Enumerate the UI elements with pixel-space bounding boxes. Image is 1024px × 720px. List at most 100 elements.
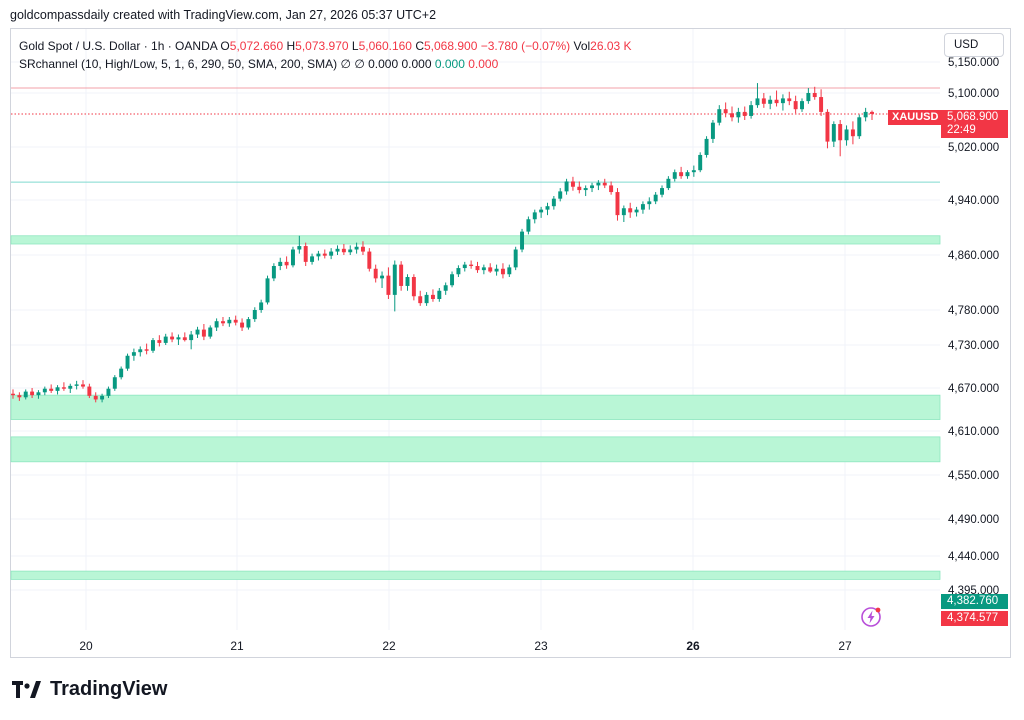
candle	[411, 274, 416, 301]
candle	[812, 86, 817, 100]
candle-body	[870, 111, 874, 114]
candle	[42, 386, 47, 396]
candle	[437, 288, 442, 302]
candle-body	[602, 182, 607, 186]
candle	[138, 346, 143, 357]
candle	[348, 245, 353, 255]
candle	[131, 348, 136, 361]
candle-body	[335, 248, 340, 252]
candle	[857, 114, 862, 139]
y-tick-label: 4,860.000	[948, 250, 999, 262]
candle	[443, 282, 448, 295]
legend-vol-label: Vol	[573, 39, 591, 53]
candle	[819, 89, 824, 116]
y-tick-label: 4,670.000	[948, 383, 999, 395]
candle	[195, 326, 200, 338]
candle-body	[640, 204, 645, 210]
candle	[227, 317, 232, 327]
candle-body	[475, 266, 480, 271]
candle	[800, 98, 804, 112]
candle	[691, 165, 696, 177]
candle-body	[494, 268, 499, 272]
candle	[163, 333, 168, 345]
candle-body	[526, 219, 531, 232]
candle	[55, 385, 60, 395]
y-tick-label: 4,550.000	[948, 470, 999, 482]
candle-body	[577, 186, 582, 191]
candle	[221, 317, 225, 327]
candle	[297, 235, 302, 254]
y-tick-label: 4,490.000	[948, 514, 999, 526]
candle-body	[68, 385, 73, 389]
candle	[259, 299, 264, 313]
candle-body	[545, 206, 550, 210]
grid-lines	[11, 29, 940, 630]
chart-frame[interactable]	[10, 28, 1011, 658]
candle-body	[564, 181, 569, 192]
candle-body	[710, 122, 715, 139]
candle	[310, 253, 315, 265]
candle	[23, 389, 28, 400]
candle-body	[812, 93, 817, 98]
candle	[271, 263, 276, 282]
candle	[93, 392, 98, 403]
candle-body	[450, 274, 455, 286]
candle	[74, 380, 79, 390]
candle	[68, 383, 73, 394]
candle	[628, 202, 633, 218]
indicator-name[interactable]: SRchannel (10, High/Low, 5, 1, 6, 290, 5…	[19, 57, 338, 71]
candle-body	[87, 386, 92, 396]
candle	[399, 261, 404, 291]
candle	[870, 110, 874, 120]
candle	[564, 178, 569, 195]
low-badge-red: 4,374.577	[941, 611, 1008, 626]
candle-body	[42, 388, 47, 393]
candle-body	[131, 352, 136, 356]
candle-body	[749, 105, 754, 116]
candle-body	[653, 194, 658, 202]
tradingview-logo-text: TradingView	[50, 678, 168, 700]
candle	[520, 228, 525, 253]
candle-body	[539, 209, 544, 213]
candle-body	[774, 99, 779, 104]
candle-body	[176, 337, 181, 340]
candle	[755, 83, 760, 108]
candle-body	[551, 198, 556, 207]
candle-body	[634, 209, 639, 213]
candle	[144, 343, 149, 355]
candle	[290, 246, 295, 268]
candle-body	[755, 98, 760, 106]
candle	[119, 366, 124, 380]
candle	[615, 188, 620, 221]
candle-body	[443, 285, 448, 291]
candle-body	[182, 337, 187, 341]
candles	[11, 83, 874, 403]
candle	[513, 246, 518, 271]
legend-close-value: 5,068.900	[424, 39, 478, 53]
y-tick-label: 4,440.000	[948, 551, 999, 563]
candle	[208, 325, 213, 339]
tradingview-logo[interactable]: TradingView	[12, 678, 167, 701]
candle	[322, 249, 327, 259]
candle-body	[30, 391, 35, 396]
legend-vol-value: 26.03 K	[590, 39, 632, 53]
lightning-icon[interactable]	[860, 606, 882, 628]
price-badge: 5,068.900 22:49	[941, 110, 1008, 138]
candle-body	[316, 253, 321, 257]
candle-body	[214, 321, 219, 328]
currency-button[interactable]: USD	[944, 33, 1004, 57]
candle	[507, 264, 512, 277]
candle	[481, 264, 486, 275]
candle	[539, 206, 544, 218]
candle-body	[348, 249, 353, 253]
candle	[583, 185, 588, 197]
candle-body	[144, 349, 149, 351]
candle-body	[698, 154, 703, 171]
candle	[863, 107, 868, 122]
candle	[494, 264, 499, 276]
x-tick-label: 21	[230, 639, 244, 653]
candle	[265, 275, 270, 305]
candle-body	[119, 368, 124, 378]
candle	[252, 307, 257, 322]
